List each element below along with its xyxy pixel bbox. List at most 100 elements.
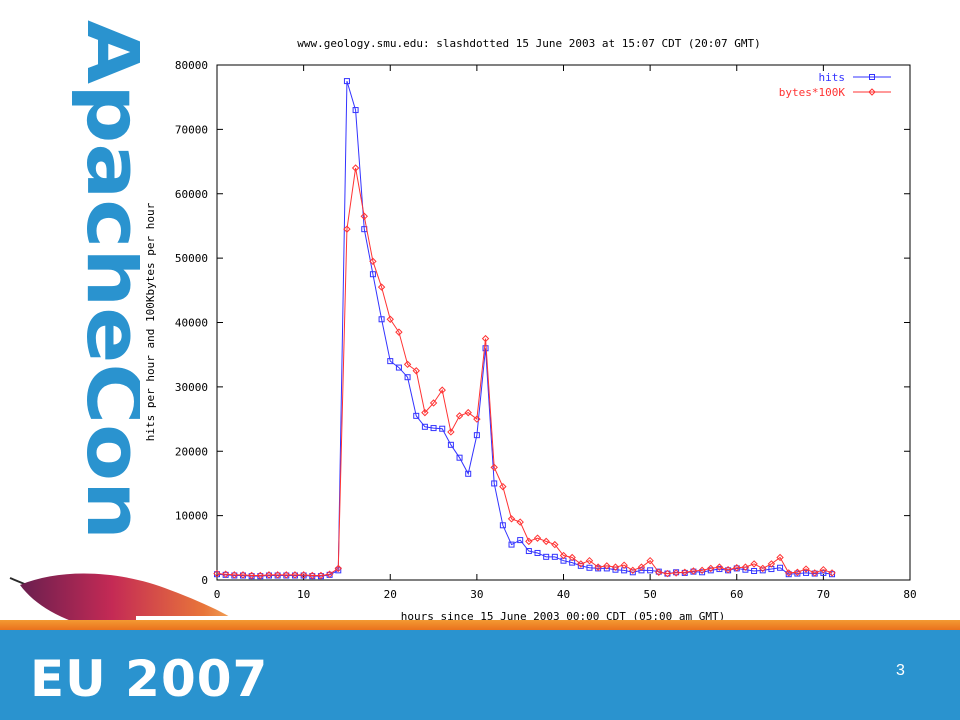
data-point-1 (828, 569, 836, 577)
data-point-1 (585, 556, 594, 565)
data-point-0 (638, 567, 645, 574)
data-point-0 (794, 570, 801, 577)
y-tick-label: 40000 (175, 317, 208, 330)
data-point-0 (491, 480, 498, 487)
y-tick-label: 30000 (175, 381, 208, 394)
data-point-1 (473, 415, 481, 423)
y-tick-label: 50000 (175, 252, 208, 265)
data-point-1 (464, 408, 472, 417)
data-point-1 (724, 565, 732, 574)
data-point-0 (395, 364, 402, 371)
data-point-0 (508, 541, 515, 548)
data-point-0 (534, 549, 541, 556)
data-point-0 (421, 423, 428, 430)
data-point-0 (551, 553, 558, 560)
data-point-1 (594, 563, 602, 571)
data-point-1 (672, 569, 680, 577)
data-point-1 (377, 283, 386, 291)
data-point-1 (221, 570, 230, 578)
data-point-1 (681, 568, 689, 576)
data-point-1 (438, 386, 446, 394)
slide-number: 3 (896, 662, 905, 679)
plot-frame (216, 64, 911, 581)
data-point-1 (369, 257, 377, 266)
data-point-0 (586, 564, 593, 571)
apachecon-logo-text: ApacheCon (70, 20, 140, 540)
data-point-0 (759, 567, 766, 574)
footer-orange-stripe (0, 620, 960, 632)
series-line-1 (216, 167, 833, 576)
data-point-0 (785, 571, 792, 578)
data-point-0 (456, 454, 463, 461)
data-point-1 (256, 571, 265, 580)
data-point-1 (247, 571, 256, 580)
data-point-1 (620, 561, 628, 569)
data-point-1 (334, 564, 342, 573)
data-point-1 (793, 568, 802, 576)
x-tick-label: 60 (730, 588, 743, 601)
data-point-0 (751, 567, 758, 574)
data-point-0 (378, 316, 385, 323)
data-point-0 (699, 569, 706, 576)
data-point-1 (412, 367, 420, 375)
data-point-1 (611, 563, 620, 571)
data-point-0 (647, 567, 654, 574)
x-tick-label: 50 (644, 588, 657, 601)
data-point-1 (421, 408, 429, 417)
data-point-1 (481, 334, 490, 343)
y-tick-label: 70000 (175, 123, 208, 136)
data-point-0 (543, 553, 550, 560)
series-line-0 (216, 80, 833, 577)
data-point-1 (351, 164, 360, 172)
data-point-1 (542, 537, 550, 546)
legend: hits bytes*100K (779, 71, 891, 99)
data-point-0 (803, 569, 810, 576)
y-tick-label: 60000 (175, 188, 208, 201)
data-point-1 (603, 562, 611, 570)
data-point-1 (299, 571, 308, 579)
data-point-0 (439, 425, 446, 432)
y-axis-label: hits per hour and 100Kbytes per hour (144, 202, 157, 441)
data-point-1 (360, 212, 368, 220)
data-point-1 (568, 553, 576, 562)
data-point-1 (525, 537, 533, 546)
legend-label-0: hits (819, 71, 846, 84)
data-point-1 (663, 569, 672, 578)
data-point-1 (291, 571, 299, 579)
data-point-1 (386, 315, 394, 323)
y-tick-label: 80000 (175, 59, 208, 72)
data-point-1 (273, 571, 282, 579)
data-point-0 (820, 569, 827, 576)
data-point-1 (698, 566, 706, 575)
data-point-1 (499, 482, 507, 491)
footer-bar (0, 630, 960, 720)
chart-title: www.geology.smu.edu: slashdotted 15 June… (297, 37, 761, 50)
data-point-1 (577, 560, 585, 568)
data-point-1 (507, 515, 516, 523)
x-tick-label: 0 (214, 588, 221, 601)
data-point-0 (777, 564, 784, 571)
legend-label-1: bytes*100K (779, 86, 846, 99)
data-point-1 (265, 571, 273, 579)
hits-bytes-line-chart: www.geology.smu.edu: slashdotted 15 June… (144, 37, 917, 623)
y-tick-label: 20000 (175, 445, 208, 458)
data-point-1 (802, 565, 810, 573)
data-point-1 (776, 553, 784, 562)
data-point-1 (490, 463, 498, 472)
data-point-1 (447, 428, 455, 436)
data-point-1 (239, 571, 247, 579)
data-point-1 (213, 569, 221, 578)
y-tick-label: 0 (201, 574, 208, 587)
series-layer (213, 78, 836, 580)
data-point-1 (559, 551, 568, 560)
data-point-1 (230, 571, 239, 579)
data-point-0 (430, 425, 437, 432)
data-point-1 (325, 570, 334, 578)
data-point-1 (733, 564, 741, 572)
data-point-1 (395, 328, 403, 336)
data-point-1 (715, 563, 724, 571)
x-axis: 0 10 20 30 40 50 60 70 80 (214, 65, 917, 601)
data-point-1 (455, 412, 464, 420)
data-point-1 (811, 569, 819, 577)
data-point-1 (282, 571, 291, 579)
